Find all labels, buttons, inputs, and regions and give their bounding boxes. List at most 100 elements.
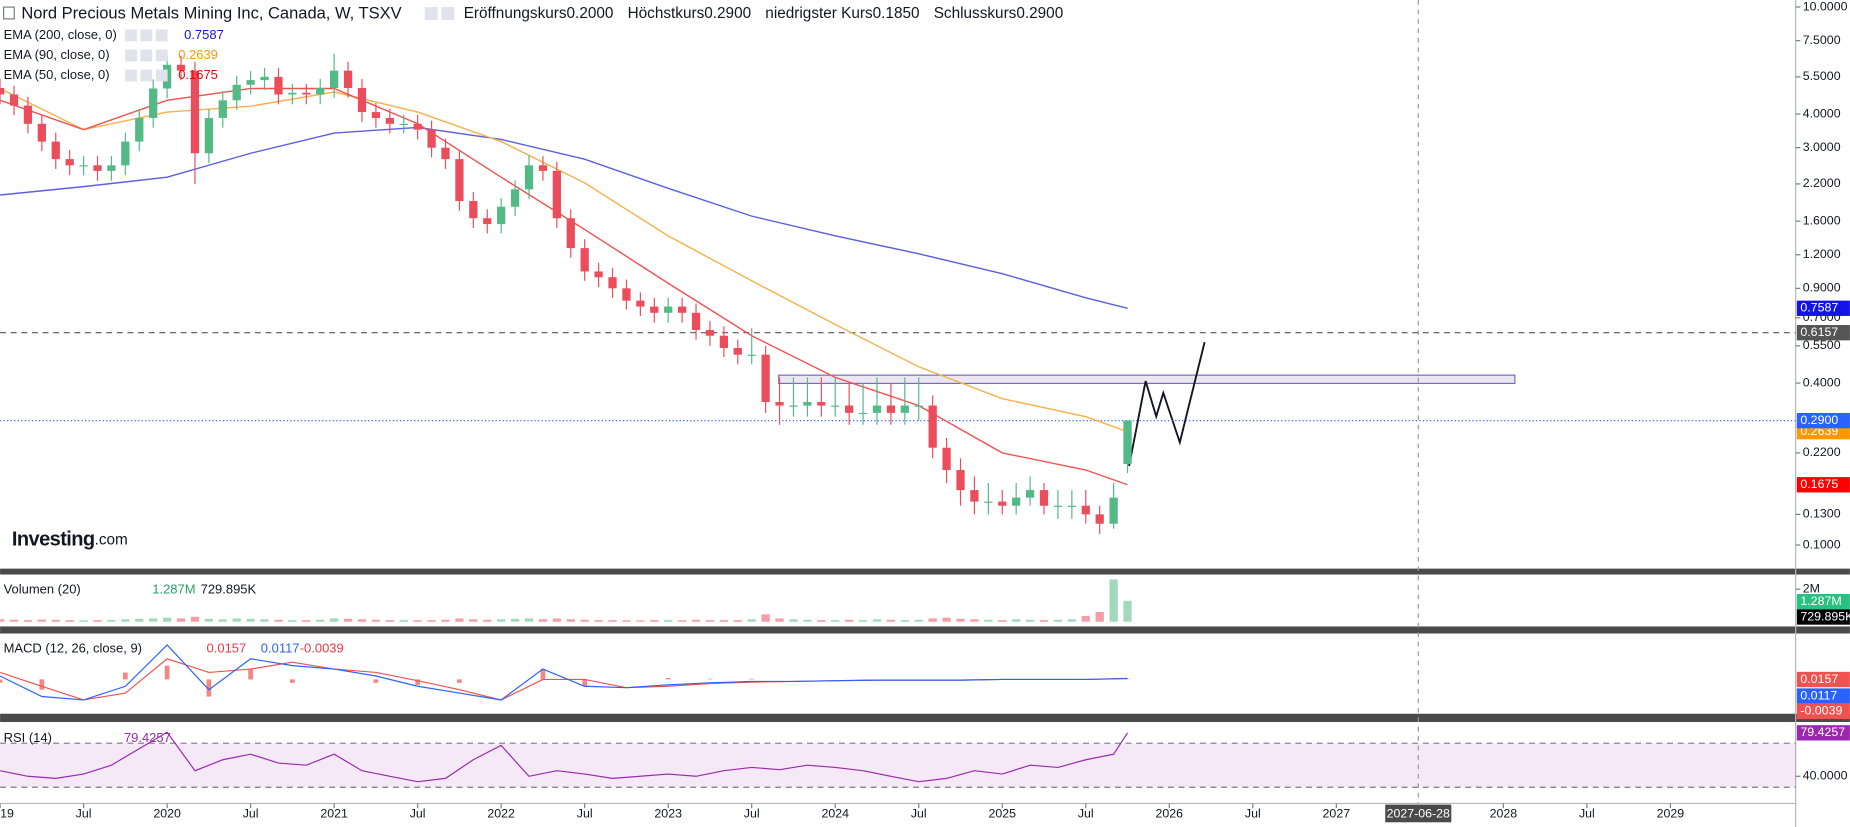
macd-histogram-bar <box>206 679 212 697</box>
candle-body <box>330 70 339 89</box>
volume-bar <box>65 620 74 622</box>
volume-bar <box>984 619 993 622</box>
macd-price-label-bg <box>1796 688 1850 704</box>
candle-body <box>0 88 5 95</box>
volume-bar <box>441 619 450 622</box>
volume-bar <box>803 619 812 622</box>
volume-bar <box>1012 619 1021 622</box>
volume-bar <box>218 619 227 622</box>
volume-bar <box>858 620 868 622</box>
x-tick-label: 2023 <box>654 806 682 820</box>
x-tick-label: 2022 <box>487 806 515 820</box>
y-tick-label: 5.5000 <box>1803 69 1841 83</box>
macd-histogram-bar <box>164 665 170 680</box>
candle-body <box>497 206 506 225</box>
x-tick-label: Jul <box>1078 806 1094 820</box>
volume-bar <box>260 619 269 622</box>
macd-histogram-bar <box>39 679 45 690</box>
candle-body <box>566 218 575 249</box>
ema-price-label-bg <box>1796 300 1850 316</box>
ohlc-value: 0.2900 <box>1016 5 1063 22</box>
volume-bar <box>1081 616 1090 622</box>
plot-area <box>0 53 1796 788</box>
volume-bar <box>705 620 715 622</box>
ohlc-label: Schlusskurs <box>934 5 1017 22</box>
macd-price-label: 0.0157 <box>1800 672 1838 686</box>
settings-icon[interactable] <box>441 7 455 21</box>
volume-bar <box>831 620 840 622</box>
volume-bar <box>970 619 979 622</box>
volume-bar <box>483 619 492 622</box>
rsi-legend: RSI (14) <box>4 730 52 745</box>
x-tick-label: 2028 <box>1490 806 1518 820</box>
macd-histogram-bar <box>0 679 3 683</box>
macd-legend-value: -0.0039 <box>300 640 344 655</box>
legend-icon <box>140 49 153 62</box>
crosshair-label-bg <box>1385 804 1452 823</box>
candle-body <box>803 402 812 406</box>
volume-bar <box>149 618 158 622</box>
volume-bar <box>872 619 882 622</box>
candle-body <box>121 141 130 166</box>
macd-histogram-bar <box>122 672 128 680</box>
collapse-icon[interactable] <box>3 6 15 20</box>
candle-body <box>246 80 255 85</box>
candle-body <box>789 405 798 407</box>
volume-bar <box>998 620 1007 622</box>
macd-price-label: -0.0039 <box>1800 704 1842 718</box>
y-tick-label: 0.5500 <box>1803 338 1841 352</box>
y-tick-label: 7.5000 <box>1803 33 1841 47</box>
logo-suffix: .com <box>95 531 128 548</box>
y-tick-label: 2.2000 <box>1803 176 1841 190</box>
volume-bar <box>23 620 33 622</box>
volume-bar <box>1053 619 1063 622</box>
volume-bar <box>664 620 673 622</box>
volume-bar <box>956 618 965 622</box>
candle-body <box>552 170 561 219</box>
candle-body <box>775 402 784 406</box>
y-tick-label: 0.4000 <box>1803 375 1841 389</box>
candle-body <box>176 64 186 71</box>
visibility-icon[interactable] <box>424 7 438 21</box>
volume-bar <box>343 618 353 622</box>
macd-histogram-bar <box>707 678 713 680</box>
candle-body <box>942 447 951 471</box>
x-tick-label: Jul <box>410 806 426 820</box>
x-tick-label: 2024 <box>821 806 849 820</box>
rsi-legend-value: 79.4257 <box>124 730 171 745</box>
candle-body <box>956 470 965 491</box>
candle-body <box>385 117 394 124</box>
ohlc-value: 0.2900 <box>704 5 751 22</box>
volume-bar <box>79 620 88 622</box>
volume-bar <box>566 619 575 622</box>
candle-body <box>664 306 673 313</box>
candle-body <box>79 165 88 167</box>
volume-bar <box>469 619 478 622</box>
y-tick-label: 0.1300 <box>1803 507 1841 521</box>
volume-bar <box>817 620 826 622</box>
last-price-label: 0.2900 <box>1800 413 1838 427</box>
candle-body <box>427 129 436 148</box>
y-tick-label: 40.0000 <box>1803 769 1848 783</box>
macd-histogram-bar <box>540 669 546 680</box>
chart-title: Nord Precious Metals Mining Inc, Canada,… <box>21 5 401 23</box>
volume-bar <box>330 618 339 622</box>
candle-body <box>524 165 534 190</box>
volume-bar <box>176 618 186 622</box>
legend-icon <box>155 49 168 62</box>
candle-body <box>23 105 33 124</box>
candle-body <box>858 412 868 415</box>
volume-bar <box>371 619 381 622</box>
x-tick-label: 2026 <box>1156 806 1184 820</box>
candle-body <box>93 165 102 171</box>
candle-body <box>914 405 923 407</box>
volume-bar <box>942 617 951 622</box>
macd-histogram-bar <box>415 679 421 685</box>
candle-body <box>510 189 520 207</box>
candle-body <box>677 306 687 313</box>
volume-bar <box>413 620 422 622</box>
volume-bar <box>886 619 896 622</box>
